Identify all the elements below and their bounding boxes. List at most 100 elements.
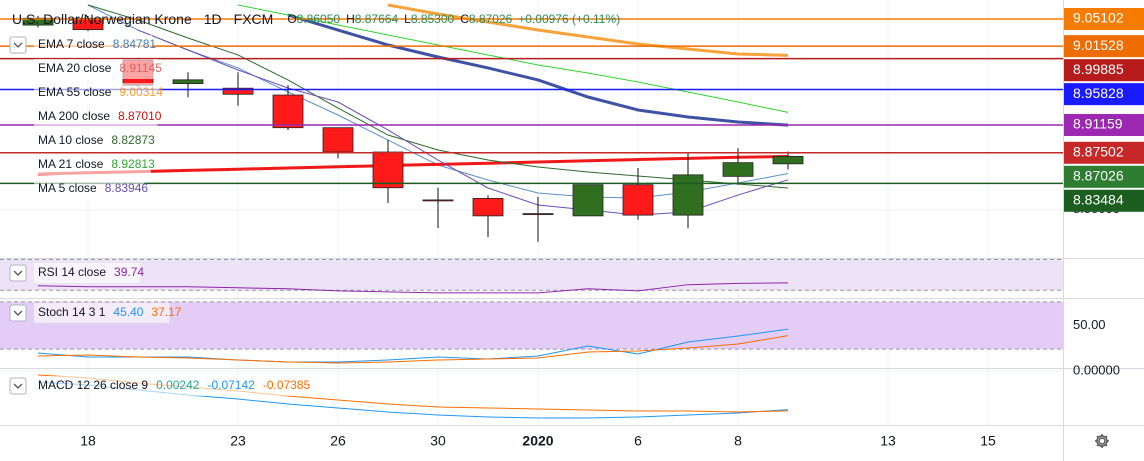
legend-value: 45.40: [113, 305, 143, 319]
price-badge: [1064, 83, 1144, 106]
legend-name: Stoch 14 3 1: [38, 305, 106, 319]
legend-bg: [34, 155, 151, 175]
candle-body: [572, 184, 604, 217]
legend-value: 8.83946: [105, 181, 149, 195]
legend-bg: [34, 131, 151, 151]
ohlc-value: 8.87664: [355, 12, 399, 26]
legend-row: EMA 55 close 9.00314: [38, 85, 163, 99]
legend-name: MA 10 close: [38, 133, 104, 147]
rsi-pane: [0, 259, 1063, 294]
band-fill: [0, 301, 1063, 350]
candle-body: [222, 87, 254, 95]
ohlc-value: 8.85300: [411, 12, 455, 26]
source: FXCM: [234, 11, 274, 27]
price-badge-label: 9.05102: [1073, 10, 1124, 26]
legend-row: EMA 7 close 8.84781: [38, 37, 156, 51]
indicator-line: [287, 13, 789, 127]
legend-bg: [34, 107, 158, 127]
legend-value: 8.82873: [111, 133, 155, 147]
x-tick-label: 23: [230, 433, 246, 449]
candle-body: [672, 174, 704, 216]
collapse-arrow: [13, 270, 23, 276]
legend-name: MA 5 close: [38, 181, 97, 195]
indicator-line: [387, 3, 789, 57]
legend-value: 8.84781: [113, 37, 157, 51]
legend-row: RSI 14 close 39.74: [38, 265, 144, 279]
x-tick-label: 8: [734, 433, 742, 449]
price-badge: [1064, 113, 1144, 136]
legend-name: MACD 12 26 close 9: [38, 378, 148, 392]
legend-row: MA 5 close 8.83946: [38, 181, 148, 195]
price-badge-label: 8.99885: [1073, 61, 1124, 77]
collapse-button[interactable]: [9, 377, 27, 395]
legend-value: 8.87010: [118, 109, 162, 123]
legend-bg: [34, 83, 159, 103]
legend-value: 9.00314: [119, 85, 163, 99]
symbol-title: U.S. Dollar/Norwegian Krone: [12, 11, 192, 27]
collapse-arrow: [13, 383, 23, 389]
indicator-line: [37, 335, 789, 364]
ohlc-value: 8.86050: [297, 12, 341, 26]
candle-body: [772, 155, 804, 165]
price-badge: [1064, 141, 1144, 164]
legend-value: -0.07385: [263, 378, 311, 392]
legend-bg: [34, 59, 158, 79]
settings-button[interactable]: [1095, 434, 1109, 448]
candle-body: [272, 94, 304, 129]
x-tick-label: 18: [80, 433, 96, 449]
candle-body: [522, 213, 554, 216]
x-tick-label: 2020: [522, 433, 553, 449]
collapse-arrow: [13, 310, 23, 316]
x-tick-label: 15: [980, 433, 996, 449]
legend-row: MA 200 close 8.87010: [38, 109, 162, 123]
candle-body: [422, 199, 454, 202]
y-tick-label: 0.00000: [1073, 362, 1120, 377]
interval: 1D: [204, 11, 222, 27]
change: +0.00976 (+0.11%): [518, 12, 620, 26]
legend-bg: [34, 376, 291, 396]
collapse-button[interactable]: [9, 264, 27, 282]
header: U.S. Dollar/Norwegian Krone 1D FXCM O8.8605…: [12, 11, 620, 27]
stoch-pane: [0, 301, 1063, 364]
legend-row: MACD 12 26 close 9 0.00242 -0.07142 -0.0738…: [38, 378, 311, 392]
candle-body: [472, 198, 504, 217]
legend-value: 0.00242: [156, 378, 200, 392]
indicator-line: [37, 155, 789, 176]
price-badge: [1064, 165, 1144, 188]
collapse-button[interactable]: [9, 304, 27, 322]
ohlc-key: H: [346, 12, 355, 26]
price-badge-label: 8.95828: [1073, 85, 1124, 101]
candle-body: [372, 151, 404, 189]
price-badge-label: 8.87026: [1073, 167, 1124, 183]
legend-value: 8.91145: [119, 61, 162, 75]
price-axis: 8.800009.051029.015288.998858.958288.911…: [1064, 7, 1144, 377]
price-badge: [1064, 35, 1144, 58]
band-fill: [0, 259, 1063, 291]
candle-body: [622, 184, 654, 216]
legend-row: MA 21 close 8.92813: [38, 157, 155, 171]
price-badge-label: 8.83484: [1073, 191, 1124, 207]
x-tick-label: 30: [430, 433, 446, 449]
legend-name: EMA 20 close: [38, 61, 112, 75]
legend-row: EMA 20 close 8.91145: [38, 61, 162, 75]
price-badge-label: 8.87502: [1073, 143, 1124, 159]
legend-value: -0.07142: [207, 378, 255, 392]
x-tick-label: 6: [634, 433, 642, 449]
price-badge: [1064, 59, 1144, 82]
legend-bg: [34, 35, 153, 55]
legend-bg: [34, 179, 145, 199]
x-tick-label: 13: [880, 433, 896, 449]
legend-name: EMA 55 close: [38, 85, 112, 99]
legend-name: MA 21 close: [38, 157, 104, 171]
legend-row: MA 10 close 8.82873: [38, 133, 155, 147]
indicator-line: [37, 282, 789, 294]
legend-name: RSI 14 close: [38, 265, 106, 279]
price-pane: [0, 3, 1063, 242]
price-badge-label: 9.01528: [1073, 37, 1124, 53]
ohlc-key: O: [287, 12, 296, 26]
collapse-button[interactable]: [9, 36, 27, 54]
candle-body: [172, 79, 204, 85]
